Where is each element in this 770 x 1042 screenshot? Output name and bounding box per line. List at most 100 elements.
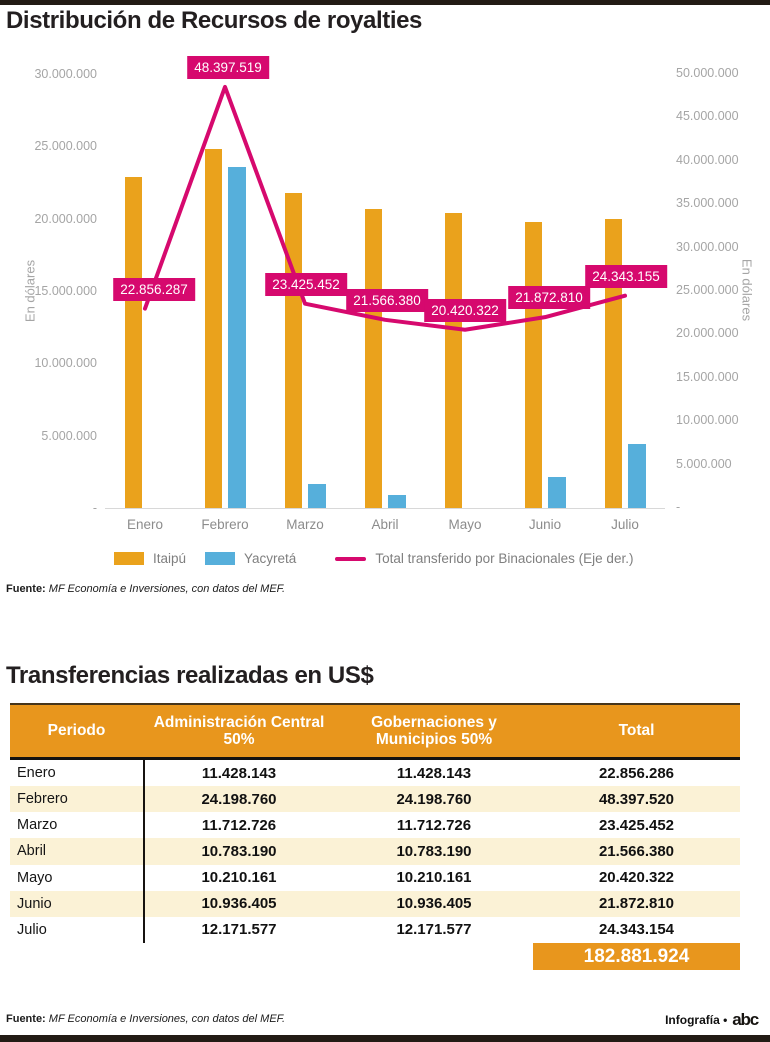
period-cell: Junio: [17, 895, 52, 912]
itaipu-bar: [605, 219, 622, 508]
yacyreta-bar: [228, 166, 246, 508]
legend-label: Yacyretá: [244, 551, 297, 566]
value-cell: 22.856.286: [598, 764, 675, 782]
right-axis-tick: 50.000.000: [676, 66, 739, 80]
table-title: Transferencias realizadas en US$: [6, 662, 374, 689]
grand-total-badge: 182.881.924: [533, 943, 740, 970]
period-cell: Enero: [17, 765, 56, 782]
top-divider-bar: [0, 0, 770, 5]
period-cell: Marzo: [17, 817, 58, 834]
source-label: Fuente:: [6, 583, 46, 595]
itaipu-bar: [205, 149, 222, 508]
chart-legend: Itaipú Yacyretá Total transferido por Bina…: [0, 551, 770, 566]
column-divider: [143, 760, 145, 943]
source-text: MF Economía e Inversiones, con datos del…: [48, 1013, 286, 1025]
value-cell: 12.171.577: [201, 921, 277, 939]
transfers-table: Periodo Administración Central 50% Goberna…: [10, 703, 740, 970]
left-axis-tick: 30.000.000: [34, 67, 97, 81]
left-axis-tick: -: [92, 501, 97, 515]
source-text: MF Economía e Inversiones, con datos del…: [48, 583, 286, 595]
line-data-label: 23.425.452: [265, 272, 347, 296]
value-cell: 20.420.322: [598, 869, 675, 887]
value-cell: 11.428.143: [201, 764, 277, 782]
table-row: Junio 10.936.405 10.936.405 21.872.810: [10, 890, 740, 917]
legend-item: Yacyretá: [205, 551, 296, 566]
value-cell: 21.566.380: [598, 842, 675, 860]
table-header-cell: Periodo: [47, 722, 106, 740]
right-axis-tick: 20.000.000: [676, 326, 739, 341]
legend-item: Itaipú: [114, 551, 186, 566]
value-cell: 48.397.520: [598, 790, 675, 808]
value-cell: 12.171.577: [396, 921, 472, 939]
legend-item: Total transferido por Binacionales (Eje …: [335, 551, 633, 566]
source-label: Fuente:: [6, 1013, 46, 1025]
line-data-label: 24.343.155: [585, 264, 667, 288]
value-cell: 11.712.726: [396, 816, 472, 834]
value-cell: 24.198.760: [201, 790, 277, 808]
table-header-cell: Total: [618, 722, 655, 740]
table-source: Fuente: MF Economía e Inversiones, con d…: [6, 1013, 285, 1025]
itaipu-bar: [125, 177, 142, 508]
right-axis-tick: 40.000.000: [676, 152, 739, 167]
yacyreta-bar: [628, 444, 646, 508]
line-data-label: 21.872.810: [508, 286, 590, 310]
total-line: [143, 84, 627, 332]
right-axis-tick: 45.000.000: [676, 109, 739, 124]
bottom-divider-bar: [0, 1035, 770, 1042]
period-cell: Julio: [17, 921, 47, 938]
x-axis-line: [105, 508, 665, 509]
right-axis-tick: 5.000.000: [676, 456, 732, 471]
table-row: Julio 12.171.577 12.171.577 24.343.154: [10, 917, 740, 943]
period-cell: Abril: [17, 843, 47, 860]
right-axis-tick: 25.000.000: [676, 283, 739, 297]
x-axis-category-label: Junio: [528, 517, 562, 532]
value-cell: 10.783.190: [201, 842, 277, 860]
itaipu-bar: [285, 192, 302, 508]
value-cell: 10.783.190: [396, 842, 472, 860]
right-axis-tick: 15.000.000: [676, 369, 739, 384]
left-axis-tick: 20.000.000: [34, 211, 97, 226]
line-data-label: 22.856.287: [113, 277, 195, 301]
value-cell: 11.428.143: [396, 764, 472, 782]
legend-label: Itaipú: [153, 551, 187, 566]
period-cell: Mayo: [17, 869, 53, 886]
line-data-label: 20.420.322: [424, 298, 506, 322]
table-row: Abril 10.783.190 10.783.190 21.566.380: [10, 838, 740, 865]
table-header-row: Periodo Administración Central 50% Goberna…: [10, 703, 740, 760]
right-axis-tick: -: [676, 500, 681, 514]
right-axis-tick: 35.000.000: [676, 196, 739, 211]
value-cell: 10.210.161: [396, 869, 472, 887]
value-cell: 10.936.405: [396, 895, 472, 913]
yacyreta-bar: [308, 484, 326, 508]
line-data-label: 21.566.380: [346, 288, 428, 312]
legend-label: Total transferido por Binacionales (Eje …: [375, 551, 634, 566]
left-axis-tick: 10.000.000: [34, 356, 97, 371]
value-cell: 10.210.161: [201, 869, 277, 887]
table-row: Febrero 24.198.760 24.198.760 48.397.520: [10, 786, 740, 813]
line-data-label: 48.397.519: [187, 55, 269, 79]
infografia-label: Infografía •: [665, 1013, 728, 1027]
value-cell: 24.343.154: [598, 921, 675, 939]
table-row: Enero 11.428.143 11.428.143 22.856.286: [10, 760, 740, 786]
value-cell: 23.425.452: [598, 816, 675, 834]
chart-title: Distribución de Recursos de royalties: [6, 7, 422, 34]
value-cell: 11.712.726: [201, 816, 277, 834]
right-axis-tick: 30.000.000: [676, 239, 739, 254]
x-axis-category-label: Julio: [611, 517, 639, 532]
left-axis-tick: 25.000.000: [34, 139, 97, 154]
footer-credit: Infografía • abc: [665, 1010, 759, 1030]
x-axis-category-label: Mayo: [448, 517, 482, 532]
left-axis-tick: 5.000.000: [41, 428, 97, 443]
value-cell: 24.198.760: [396, 790, 472, 808]
period-cell: Febrero: [17, 791, 68, 808]
value-cell: 10.936.405: [201, 895, 277, 913]
itaipu-bar: [445, 212, 462, 508]
x-axis-category-label: Enero: [126, 517, 164, 532]
legend-swatch-icon: [205, 552, 236, 565]
table-row: Marzo 11.712.726 11.712.726 23.425.452: [10, 812, 740, 838]
left-axis-tick: 15.000.000: [34, 284, 97, 298]
x-axis-category-label: Febrero: [201, 517, 249, 532]
chart-source: Fuente: MF Economía e Inversiones, con d…: [6, 583, 285, 595]
itaipu-bar: [365, 208, 382, 508]
